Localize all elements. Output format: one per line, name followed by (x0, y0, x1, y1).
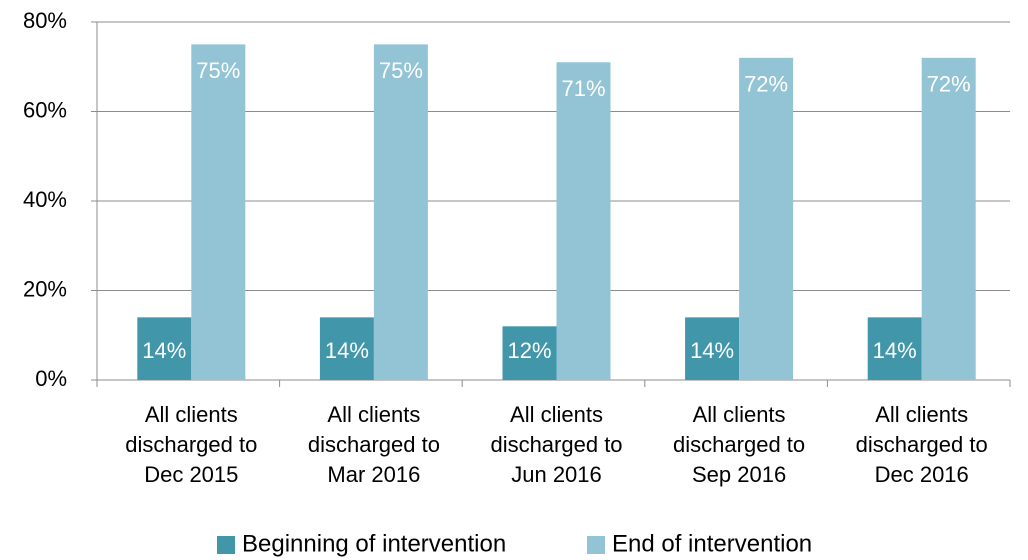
data-label: 75% (379, 58, 423, 83)
bar (685, 317, 740, 380)
bar (502, 326, 557, 380)
data-label: 71% (561, 76, 605, 101)
y-tick-label: 20% (23, 276, 67, 301)
x-tick-label: All clients discharged to Jun 2016 (490, 402, 623, 487)
data-label: 72% (927, 72, 971, 97)
data-label: 14% (142, 338, 186, 363)
data-label: 14% (325, 338, 369, 363)
x-tick-label: All clients discharged to Dec 2016 (855, 402, 988, 487)
y-tick-label: 80% (23, 8, 67, 33)
legend-swatch (587, 536, 605, 554)
x-tick-label: All clients discharged to Mar 2016 (307, 402, 440, 487)
legend-label: Beginning of intervention (242, 530, 506, 557)
bar (137, 317, 192, 380)
bar (556, 62, 611, 381)
x-tick-label: All clients discharged to Sep 2016 (673, 402, 806, 487)
bar (373, 44, 428, 380)
legend-label: End of intervention (612, 530, 812, 557)
data-label: 75% (196, 58, 240, 83)
bar (921, 57, 976, 381)
y-tick-label: 0% (35, 366, 67, 391)
bar (739, 57, 794, 381)
data-label: 14% (873, 338, 917, 363)
y-tick-label: 40% (23, 187, 67, 212)
data-label: 72% (744, 72, 788, 97)
data-label: 14% (690, 338, 734, 363)
data-label: 12% (507, 338, 551, 363)
y-tick-label: 60% (23, 97, 67, 122)
x-tick-label: All clients discharged to Dec 2015 (125, 402, 258, 487)
bar (319, 317, 374, 380)
legend-swatch (217, 536, 235, 554)
bar (867, 317, 922, 380)
bar (191, 44, 246, 380)
